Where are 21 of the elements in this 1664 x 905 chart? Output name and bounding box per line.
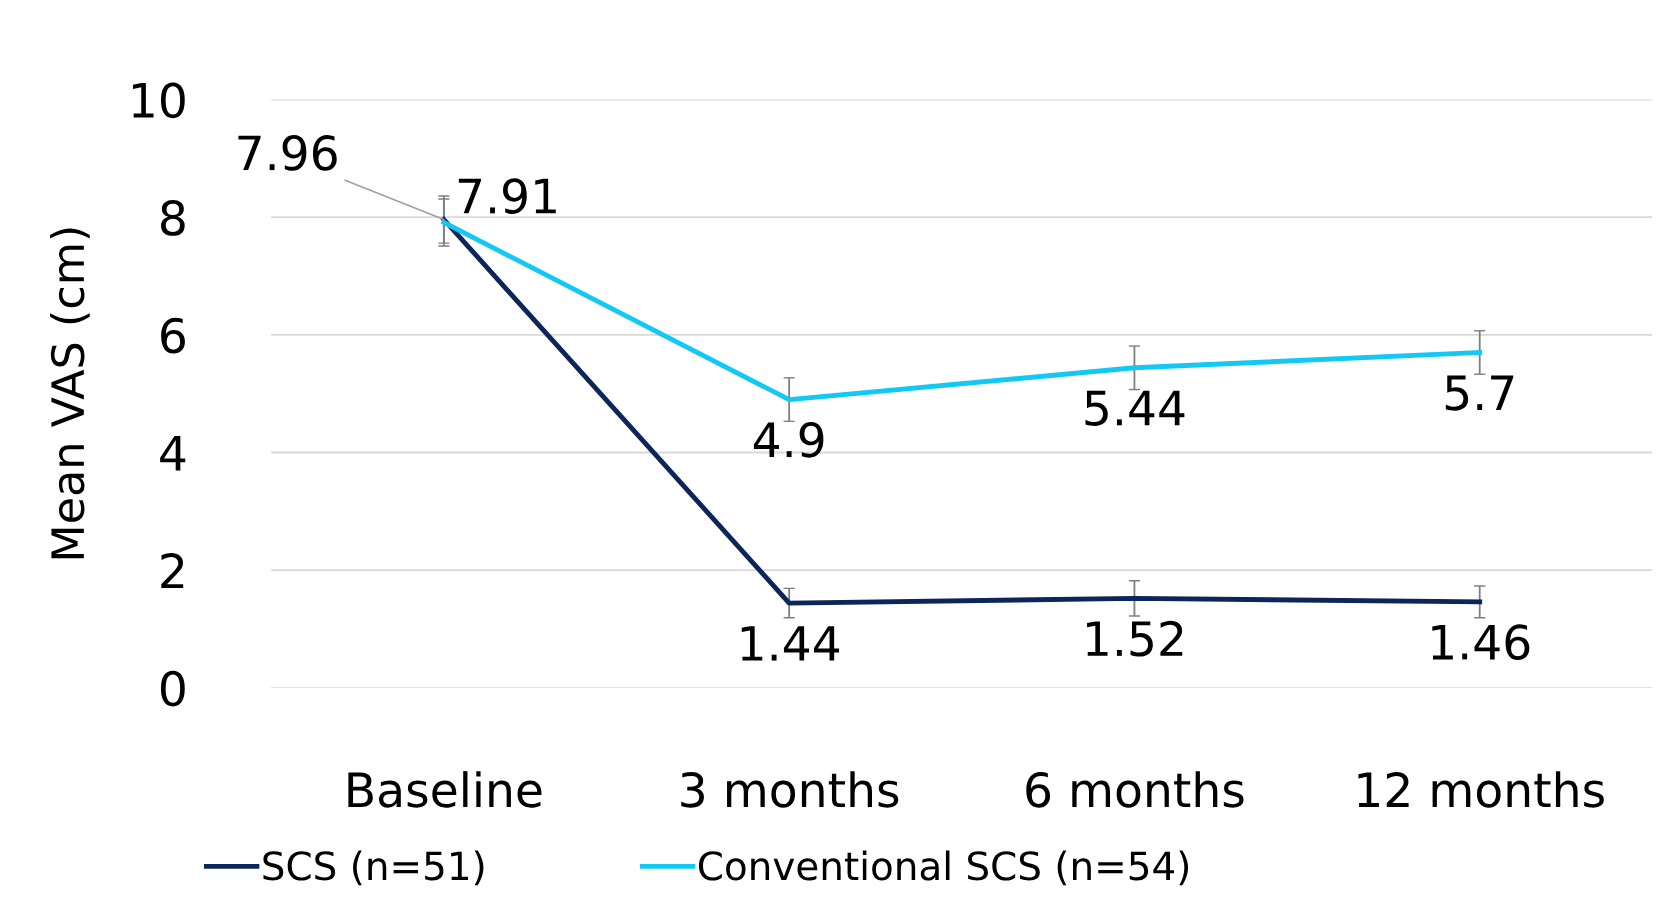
x-tick-label: 3 months <box>681 771 899 808</box>
data-label: 7.96 <box>238 135 337 171</box>
data-label: 1.52 <box>1087 620 1183 657</box>
data-label: 4.9 <box>753 421 824 458</box>
y-tick-label: 8 <box>161 200 185 236</box>
x-tick-label: 6 months <box>1026 771 1244 808</box>
data-label: 5.7 <box>1445 375 1514 411</box>
legend-label: SCS (n=51) <box>263 850 484 886</box>
x-tick-label: Baseline <box>348 771 542 808</box>
y-axis-title: Mean VAS (cm) <box>50 228 90 559</box>
data-label: 1.44 <box>741 626 840 661</box>
x-tick-label: 12 months <box>1358 771 1604 808</box>
y-tick-label: 0 <box>160 670 185 707</box>
legend-label: Conventional SCS (n=54) <box>698 850 1189 886</box>
y-tick-label: 6 <box>161 317 185 354</box>
y-tick-label: 4 <box>160 436 186 471</box>
y-tick-label: 2 <box>161 553 184 589</box>
data-label: 5.44 <box>1085 390 1185 426</box>
y-tick-label: 10 <box>133 82 185 119</box>
data-label: 7.91 <box>458 178 556 214</box>
data-label: 1.46 <box>1432 624 1530 661</box>
